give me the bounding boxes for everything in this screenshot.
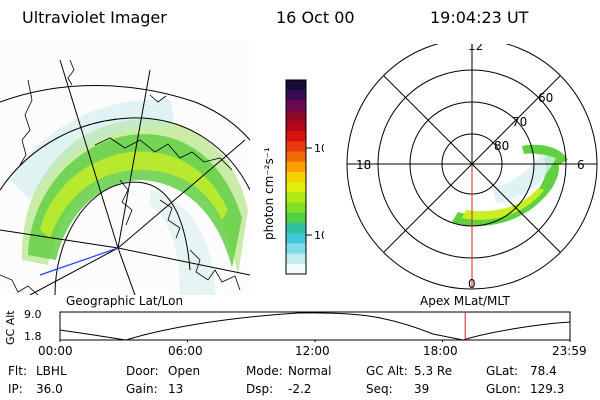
- instrument-title: Ultraviolet Imager: [22, 8, 167, 27]
- mlt-label-00: 0: [468, 277, 476, 291]
- param-ip-value: 36.0: [36, 382, 63, 396]
- colorbar-tick-10: 10: [314, 229, 324, 242]
- param-glat-label: GLat:: [486, 364, 519, 378]
- param-door-value: Open: [168, 364, 201, 378]
- param-dsp-value: -2.2: [288, 382, 312, 396]
- param-glon-value: 129.3: [530, 382, 565, 396]
- colorbar-segment: [286, 141, 306, 152]
- colorbar-segment: [286, 202, 306, 214]
- colorbar-segment: [286, 243, 306, 255]
- colorbar-segment: [286, 161, 306, 173]
- mlat-label-60: 60: [538, 91, 553, 105]
- observation-date: 16 Oct 00: [276, 8, 355, 27]
- colorbar-segment: [286, 131, 306, 142]
- param-mode-label: Mode:: [246, 364, 283, 378]
- strip-xtick-1200: 12:00: [295, 344, 330, 358]
- colorbar-tick-100: 100: [314, 142, 324, 155]
- param-glon-label: GLon:: [486, 382, 521, 396]
- param-seq-value: 39: [414, 382, 430, 396]
- colorbar: 100 10: [285, 79, 324, 275]
- strip-xtick-0600: 06:00: [168, 344, 203, 358]
- colorbar-unit-label: photon cm⁻²s⁻¹: [262, 147, 276, 240]
- param-mode-value: Normal: [288, 364, 332, 378]
- colorbar-segment: [286, 110, 306, 122]
- mlat-label-80: 80: [494, 139, 509, 153]
- param-door-label: Door:: [126, 364, 159, 378]
- altitude-curve: [59, 312, 571, 341]
- apex-mlat-mlt-label: Apex MLat/MLT: [420, 294, 510, 308]
- param-flt-label: Flt:: [8, 364, 27, 378]
- param-glat-value: 78.4: [530, 364, 557, 378]
- colorbar-segment: [286, 253, 306, 265]
- colorbar-segment: [286, 151, 306, 163]
- param-flt-value: LBHL: [36, 364, 67, 378]
- strip-ytick-min: 1.8: [24, 330, 42, 343]
- param-gcalt-label: GC Alt:: [366, 364, 408, 378]
- polar-aurora-band: [452, 154, 559, 226]
- colorbar-segment: [286, 263, 306, 275]
- colorbar-segment: [286, 182, 306, 193]
- colorbar-segment: [286, 212, 306, 224]
- colorbar-segment: [286, 222, 306, 234]
- colorbar-segment: [286, 171, 306, 183]
- polar-plot: 12 18 6 0 60 70 80: [346, 44, 598, 291]
- sun-direction-line: [39, 247, 119, 276]
- strip-xtick-0000: 00:00: [38, 344, 73, 358]
- colorbar-segment: [286, 233, 306, 244]
- observation-time: 19:04:23 UT: [430, 8, 529, 27]
- geographic-map: [0, 40, 250, 295]
- geographic-lat-lon-label: Geographic Lat/Lon: [66, 294, 184, 308]
- strip-ylabel: GC Alt: [4, 310, 17, 345]
- param-seq-label: Seq:: [366, 382, 393, 396]
- mlt-label-18: 18: [356, 158, 371, 172]
- param-gain-label: Gain:: [126, 382, 158, 396]
- param-gcalt-value: 5.3 Re: [414, 364, 453, 378]
- strip-xtick-1800: 18:00: [423, 344, 458, 358]
- colorbar-segment: [286, 80, 306, 91]
- altitude-strip: [59, 311, 571, 342]
- mlt-label-06: 6: [577, 158, 585, 172]
- strip-ytick-max: 9.0: [24, 308, 42, 321]
- mlt-label-12: 12: [468, 44, 483, 53]
- colorbar-segment: [286, 192, 306, 204]
- param-dsp-label: Dsp:: [246, 382, 274, 396]
- param-gain-value: 13: [168, 382, 184, 396]
- mlat-label-70: 70: [512, 115, 527, 129]
- param-ip-label: IP:: [8, 382, 23, 396]
- strip-xtick-2359: 23:59: [552, 344, 587, 358]
- colorbar-segment: [286, 100, 306, 112]
- colorbar-segment: [286, 120, 306, 132]
- colorbar-segment: [286, 90, 306, 101]
